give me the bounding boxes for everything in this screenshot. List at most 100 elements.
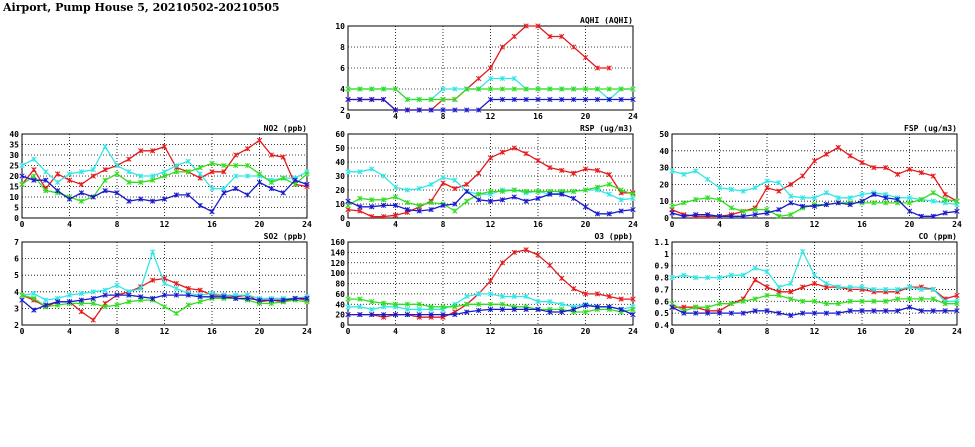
- data-point: [582, 204, 589, 210]
- data-point: [114, 302, 120, 308]
- series-blue: [345, 188, 636, 217]
- data-point: [942, 210, 948, 216]
- data-point: [126, 198, 132, 204]
- data-point: [54, 171, 61, 177]
- x-tick-label: 0: [346, 112, 351, 121]
- series-blue: [345, 302, 636, 318]
- x-tick-label: 16: [533, 327, 543, 336]
- data-point: [499, 260, 506, 266]
- chart-title: O3 (ppb): [594, 232, 633, 241]
- data-point: [280, 154, 286, 160]
- data-point: [681, 171, 687, 177]
- data-point: [594, 211, 601, 217]
- data-point: [90, 317, 96, 323]
- x-tick-label: 24: [628, 327, 638, 336]
- data-point: [499, 301, 506, 307]
- data-point: [811, 280, 818, 287]
- data-point: [954, 208, 960, 214]
- data-point: [54, 188, 61, 194]
- data-point: [487, 291, 494, 297]
- data-point: [475, 301, 482, 307]
- data-point: [114, 190, 120, 196]
- data-point: [606, 181, 612, 188]
- data-point: [788, 296, 794, 302]
- data-point: [606, 293, 612, 300]
- data-point: [511, 145, 517, 151]
- data-point: [66, 171, 73, 177]
- y-tick-label: 100: [331, 269, 346, 278]
- x-tick-label: 20: [581, 112, 591, 121]
- data-point: [511, 194, 517, 200]
- x-tick-label: 16: [533, 220, 543, 229]
- data-point: [369, 204, 375, 210]
- data-point: [416, 96, 422, 103]
- data-point: [764, 284, 770, 290]
- data-point: [416, 306, 422, 313]
- data-point: [345, 169, 351, 175]
- data-point: [345, 206, 351, 213]
- data-point: [440, 202, 446, 209]
- data-point: [716, 213, 723, 219]
- x-tick-label: 24: [628, 220, 638, 229]
- data-point: [547, 33, 553, 40]
- data-point: [788, 289, 794, 295]
- data-point: [416, 311, 422, 318]
- data-point: [669, 203, 675, 209]
- data-point: [535, 299, 541, 305]
- x-tick-label: 0: [20, 327, 25, 336]
- x-tick-label: 16: [857, 220, 867, 229]
- data-point: [630, 311, 636, 318]
- data-point: [102, 292, 108, 298]
- data-point: [511, 86, 517, 92]
- data-point: [197, 294, 203, 300]
- data-point: [894, 296, 901, 302]
- data-point: [464, 293, 470, 300]
- data-point: [244, 146, 251, 152]
- series-blue: [345, 96, 636, 113]
- data-point: [138, 173, 144, 179]
- data-point: [380, 213, 387, 220]
- data-point: [681, 272, 687, 278]
- x-tick-label: 4: [393, 327, 398, 336]
- data-point: [523, 306, 529, 313]
- data-point: [487, 86, 494, 92]
- data-point: [392, 184, 399, 190]
- data-point: [704, 211, 711, 218]
- data-point: [185, 302, 191, 308]
- data-point: [149, 148, 156, 154]
- data-point: [859, 284, 865, 290]
- data-point: [704, 274, 711, 281]
- data-point: [606, 211, 612, 217]
- data-point: [268, 179, 275, 185]
- y-tick-label: 2: [14, 321, 19, 330]
- data-point: [535, 96, 541, 103]
- data-point: [630, 206, 636, 213]
- data-point: [582, 302, 589, 308]
- data-point: [511, 75, 517, 82]
- data-point: [883, 195, 889, 201]
- data-point: [161, 304, 168, 310]
- data-point: [392, 86, 399, 92]
- data-point: [499, 96, 506, 103]
- data-point: [43, 302, 49, 308]
- data-point: [161, 169, 168, 175]
- x-tick-label: 20: [905, 220, 915, 229]
- data-point: [357, 296, 363, 302]
- data-point: [799, 195, 806, 201]
- data-point: [102, 188, 108, 194]
- data-point: [404, 96, 411, 103]
- data-point: [369, 166, 375, 172]
- data-point: [43, 169, 49, 175]
- data-point: [345, 304, 351, 310]
- data-point: [535, 188, 541, 195]
- data-point: [716, 196, 723, 203]
- data-point: [464, 181, 470, 188]
- data-point: [78, 309, 85, 315]
- y-tick-label: 1.1: [655, 238, 670, 247]
- data-point: [380, 86, 387, 92]
- data-point: [475, 307, 482, 314]
- data-point: [90, 167, 96, 173]
- data-point: [280, 297, 286, 303]
- data-point: [487, 96, 494, 103]
- data-point: [918, 296, 925, 302]
